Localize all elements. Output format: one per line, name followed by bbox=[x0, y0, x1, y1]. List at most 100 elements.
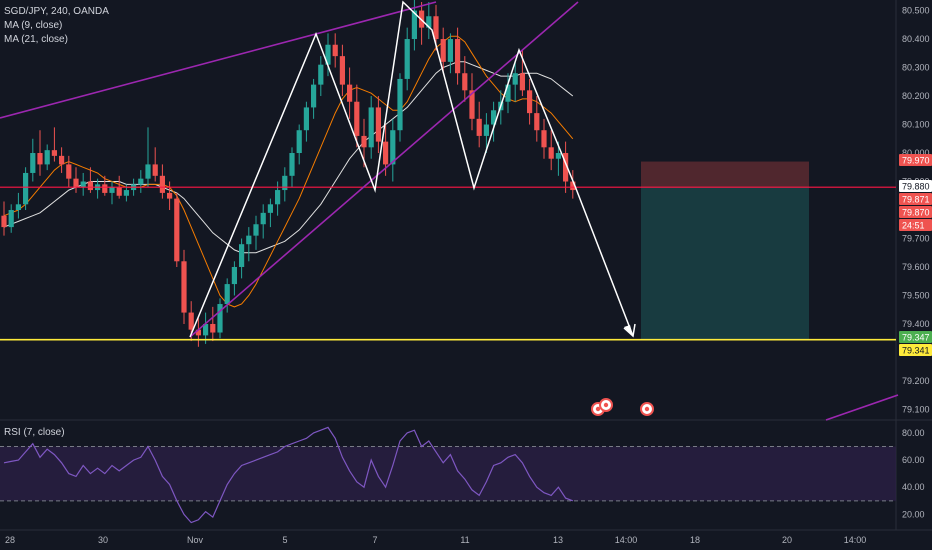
candle-41[interactable] bbox=[296, 124, 302, 165]
candle-79[interactable] bbox=[570, 170, 576, 199]
candle-body bbox=[397, 78, 403, 131]
candle-30[interactable] bbox=[217, 298, 223, 339]
candle-0[interactable] bbox=[1, 201, 7, 236]
lower-trend-line bbox=[189, 1, 579, 338]
candle-20[interactable] bbox=[145, 127, 151, 188]
candle-45[interactable] bbox=[325, 33, 331, 77]
candle-24[interactable] bbox=[174, 192, 180, 267]
candle-75[interactable] bbox=[541, 118, 547, 159]
candle-body bbox=[260, 212, 266, 225]
price-badge-label: 24:51 bbox=[902, 221, 925, 231]
candle-46[interactable] bbox=[332, 33, 338, 68]
price-badge-label: 79.870 bbox=[902, 208, 930, 218]
candle-66[interactable] bbox=[476, 101, 482, 148]
candle-body bbox=[563, 153, 569, 182]
candle-6[interactable] bbox=[44, 144, 50, 171]
candle-body bbox=[275, 190, 281, 205]
legend-ma9: MA (9, close) bbox=[4, 20, 63, 31]
candle-34[interactable] bbox=[246, 227, 252, 262]
candle-62[interactable] bbox=[447, 33, 453, 74]
rsi-axis-tick: 60.00 bbox=[902, 455, 925, 465]
candle-8[interactable] bbox=[59, 147, 65, 173]
candle-28[interactable] bbox=[203, 312, 209, 344]
candle-10[interactable] bbox=[73, 167, 79, 193]
candle-36[interactable] bbox=[260, 204, 266, 239]
candle-59[interactable] bbox=[426, 2, 432, 40]
candle-40[interactable] bbox=[289, 147, 295, 188]
price-axis-tick: 79.700 bbox=[902, 233, 930, 243]
candle-70[interactable] bbox=[505, 73, 511, 114]
candle-51[interactable] bbox=[368, 96, 374, 159]
candle-4[interactable] bbox=[30, 138, 36, 182]
candle-5[interactable] bbox=[37, 130, 43, 176]
candle-31[interactable] bbox=[224, 278, 230, 313]
candle-11[interactable] bbox=[80, 172, 86, 196]
candle-49[interactable] bbox=[354, 84, 360, 148]
candle-42[interactable] bbox=[303, 101, 309, 142]
price-badge: 24:51 bbox=[899, 219, 932, 231]
candle-68[interactable] bbox=[491, 101, 497, 142]
candle-body bbox=[15, 204, 21, 210]
candle-54[interactable] bbox=[390, 118, 396, 182]
candle-74[interactable] bbox=[534, 96, 540, 142]
candle-44[interactable] bbox=[318, 56, 324, 97]
candle-body bbox=[138, 178, 144, 185]
candle-3[interactable] bbox=[23, 167, 29, 210]
candle-body bbox=[37, 153, 43, 165]
candle-25[interactable] bbox=[181, 249, 187, 324]
candle-body bbox=[462, 73, 468, 91]
candle-body bbox=[426, 16, 432, 28]
candle-body bbox=[311, 84, 317, 108]
candle-7[interactable] bbox=[51, 127, 57, 162]
time-axis-tick: 7 bbox=[372, 535, 377, 545]
candle-body bbox=[152, 164, 158, 176]
price-badge: 79.880 bbox=[899, 180, 932, 192]
candle-56[interactable] bbox=[404, 27, 410, 91]
candle-58[interactable] bbox=[419, 2, 425, 45]
candle-32[interactable] bbox=[231, 261, 237, 296]
candle-35[interactable] bbox=[253, 215, 259, 250]
candle-2[interactable] bbox=[15, 192, 21, 219]
rsi-band bbox=[0, 446, 896, 501]
candle-43[interactable] bbox=[311, 78, 317, 119]
candle-47[interactable] bbox=[339, 44, 345, 97]
candle-14[interactable] bbox=[102, 175, 108, 196]
candle-39[interactable] bbox=[282, 167, 288, 202]
candle-body bbox=[231, 266, 237, 285]
candle-64[interactable] bbox=[462, 56, 468, 102]
time-axis-tick: 30 bbox=[98, 535, 108, 545]
candle-33[interactable] bbox=[239, 238, 245, 279]
candle-55[interactable] bbox=[397, 73, 403, 142]
event-marker-icon[interactable] bbox=[599, 398, 613, 412]
candle-19[interactable] bbox=[138, 170, 144, 193]
candle-37[interactable] bbox=[267, 198, 273, 228]
candle-76[interactable] bbox=[548, 130, 554, 171]
candle-21[interactable] bbox=[152, 147, 158, 182]
candle-9[interactable] bbox=[66, 155, 72, 188]
candle-body bbox=[332, 44, 338, 57]
price-badge-bg bbox=[899, 180, 932, 192]
event-marker-icon[interactable] bbox=[640, 402, 654, 416]
candle-12[interactable] bbox=[87, 167, 93, 193]
candle-29[interactable] bbox=[210, 306, 216, 342]
candle-48[interactable] bbox=[347, 67, 353, 119]
candle-1[interactable] bbox=[8, 204, 14, 233]
rsi-axis-tick: 80.00 bbox=[902, 428, 925, 438]
candle-22[interactable] bbox=[159, 164, 165, 199]
candle-67[interactable] bbox=[483, 113, 489, 154]
candle-63[interactable] bbox=[455, 27, 461, 85]
candle-27[interactable] bbox=[195, 318, 201, 347]
candle-78[interactable] bbox=[563, 141, 569, 193]
candle-61[interactable] bbox=[440, 27, 446, 74]
candle-body bbox=[66, 164, 72, 179]
rsi-line bbox=[3, 426, 574, 524]
candle-23[interactable] bbox=[167, 181, 173, 210]
candle-body bbox=[1, 215, 7, 228]
candle-65[interactable] bbox=[469, 73, 475, 131]
candle-52[interactable] bbox=[375, 96, 381, 154]
candle-73[interactable] bbox=[527, 78, 533, 125]
candle-71[interactable] bbox=[512, 61, 518, 102]
candle-body bbox=[80, 181, 86, 188]
candle-15[interactable] bbox=[109, 181, 115, 205]
